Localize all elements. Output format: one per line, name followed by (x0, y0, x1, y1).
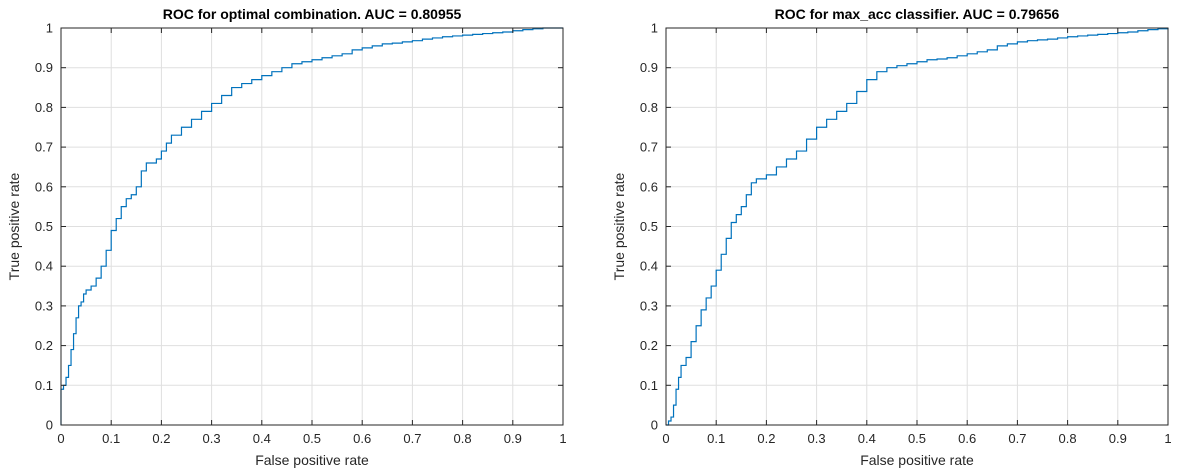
grid (666, 28, 1168, 425)
y-tick-label: 0.6 (35, 179, 53, 194)
y-tick-label: 0 (46, 418, 53, 433)
y-tick-label: 0.7 (35, 140, 53, 155)
axes (665, 27, 1169, 426)
x-tick-label: 0.4 (858, 431, 876, 446)
x-tick-label: 0.2 (152, 431, 170, 446)
y-axis-label: True positive rate (6, 172, 22, 280)
x-tick-label: 0.7 (1008, 431, 1026, 446)
roc-curve (666, 28, 1169, 426)
x-tick-label: 0.5 (908, 431, 926, 446)
y-tick-label: 1 (46, 21, 53, 36)
x-tick-label: 0.9 (504, 431, 522, 446)
y-tick-label: 0.2 (640, 338, 658, 353)
tick-labels: 0 0.1 0.2 0.3 0.4 0.5 0.6 0.7 0.8 0.9 1 0 0.1 0.2 0.3 0… (640, 21, 1172, 447)
y-tick-label: 0.5 (35, 219, 53, 234)
x-tick-label: 0.6 (353, 431, 371, 446)
x-tick-label: 0.1 (707, 431, 725, 446)
chart-optimal-combination: ROC for optimal combination. AUC = 0.809… (6, 6, 567, 468)
roc-curve-layer (60, 27, 563, 425)
y-tick-label: 0.1 (640, 378, 658, 393)
x-tick-label: 1 (559, 431, 566, 446)
y-tick-label: 0.2 (35, 338, 53, 353)
y-tick-label: 0.4 (640, 259, 658, 274)
x-tick-label: 0.7 (403, 431, 421, 446)
x-tick-label: 0.2 (757, 431, 775, 446)
x-tick-label: 0.8 (454, 431, 472, 446)
y-tick-label: 1 (651, 21, 658, 36)
y-tick-label: 0.6 (640, 179, 658, 194)
y-tick-label: 0.9 (35, 60, 53, 75)
axes (60, 27, 564, 426)
x-tick-label: 0 (662, 431, 669, 446)
y-tick-label: 0.4 (35, 259, 53, 274)
y-tick-label: 0 (651, 418, 658, 433)
x-axis-label: False positive rate (860, 452, 974, 468)
x-tick-label: 0 (57, 431, 64, 446)
y-tick-label: 0.3 (640, 298, 658, 313)
x-tick-label: 0.9 (1109, 431, 1127, 446)
y-tick-label: 0.5 (640, 219, 658, 234)
x-tick-label: 0.3 (203, 431, 221, 446)
y-tick-label: 0.9 (640, 60, 658, 75)
y-tick-label: 0.8 (640, 100, 658, 115)
roc-curve (60, 27, 563, 425)
x-tick-label: 0.1 (102, 431, 120, 446)
x-tick-label: 0.6 (958, 431, 976, 446)
y-tick-label: 0.1 (35, 378, 53, 393)
y-tick-label: 0.8 (35, 100, 53, 115)
y-tick-label: 0.3 (35, 298, 53, 313)
x-tick-label: 0.8 (1059, 431, 1077, 446)
roc-curve-layer (666, 28, 1169, 426)
tick-labels: 0 0.1 0.2 0.3 0.4 0.5 0.6 0.7 0.8 0.9 1 0 0.1 0.2 0.3 0… (35, 21, 567, 447)
y-tick-label: 0.7 (640, 140, 658, 155)
x-tick-label: 0.3 (808, 431, 826, 446)
grid (61, 28, 563, 425)
x-axis-label: False positive rate (255, 452, 369, 468)
y-axis-label: True positive rate (611, 172, 627, 280)
chart-max-acc-classifier: ROC for max_acc classifier. AUC = 0.7965… (611, 6, 1172, 468)
x-tick-label: 0.4 (253, 431, 271, 446)
x-tick-label: 0.5 (303, 431, 321, 446)
x-tick-label: 1 (1164, 431, 1171, 446)
chart-title: ROC for optimal combination. AUC = 0.809… (163, 6, 462, 22)
chart-title: ROC for max_acc classifier. AUC = 0.7965… (775, 6, 1060, 22)
